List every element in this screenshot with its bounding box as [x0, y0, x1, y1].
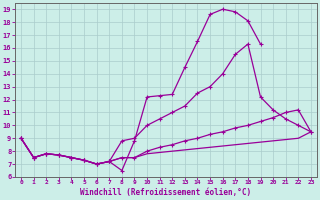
X-axis label: Windchill (Refroidissement éolien,°C): Windchill (Refroidissement éolien,°C) — [80, 188, 252, 197]
